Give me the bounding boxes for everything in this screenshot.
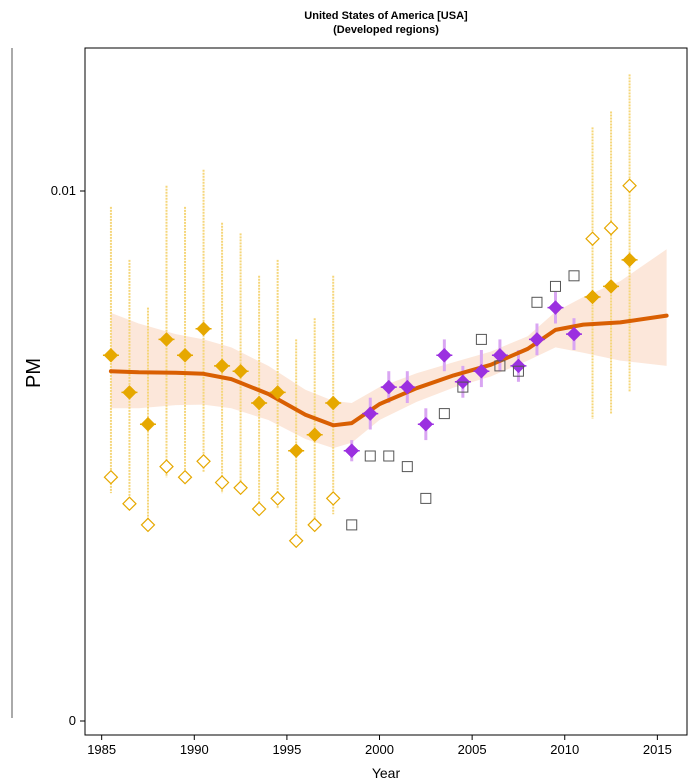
data-point-open xyxy=(122,496,137,512)
data-point-open xyxy=(196,453,211,469)
data-point-open xyxy=(270,491,285,506)
data-point xyxy=(474,363,489,379)
data-point xyxy=(177,347,193,363)
data-point xyxy=(622,252,637,268)
trend-confidence-band xyxy=(110,249,667,449)
data-point-square xyxy=(475,333,487,345)
data-point-open xyxy=(159,459,174,474)
data-point-square xyxy=(364,450,376,462)
x-axis-title: Year xyxy=(372,765,401,781)
data-point xyxy=(344,443,360,459)
x-tick-label: 2005 xyxy=(458,742,487,757)
data-point-square xyxy=(568,270,580,282)
confidence-band-layer xyxy=(110,249,667,449)
data-point-square xyxy=(549,280,561,292)
data-point xyxy=(399,379,415,395)
data-point xyxy=(103,347,119,363)
x-tick-label: 2000 xyxy=(365,742,394,757)
x-tick-label: 1995 xyxy=(272,742,301,757)
data-point-square xyxy=(512,365,524,377)
plot-panel-border xyxy=(84,47,688,736)
data-point-open xyxy=(307,517,323,533)
data-point xyxy=(566,326,582,342)
data-point-open xyxy=(140,517,156,533)
data-point xyxy=(251,395,267,411)
data-point-open xyxy=(603,220,619,236)
x-tick-label: 2010 xyxy=(550,742,579,757)
data-point-square xyxy=(494,360,506,372)
data-point-square xyxy=(383,450,395,462)
data-point-square xyxy=(420,492,432,504)
data-point xyxy=(418,416,434,432)
data-point xyxy=(492,347,508,363)
y-axis-title: PM xyxy=(23,358,45,388)
data-point xyxy=(140,416,156,432)
data-point xyxy=(548,300,563,315)
data-point xyxy=(307,427,323,443)
data-point-open xyxy=(251,501,267,517)
data-point-open xyxy=(288,533,304,549)
data-point-square xyxy=(346,519,358,531)
y-tick-label: 0 xyxy=(69,713,76,728)
data-point-open xyxy=(585,231,600,247)
data-point xyxy=(362,406,378,421)
data-point-open xyxy=(233,480,248,496)
chart-subtitle: (Developed regions) xyxy=(333,24,439,36)
x-tick-label: 1990 xyxy=(180,742,209,757)
data-point xyxy=(122,385,137,400)
data-point xyxy=(270,385,285,400)
x-tick-label: 2015 xyxy=(643,742,672,757)
chart-title: United States of America [USA] xyxy=(304,10,468,22)
data-point-open xyxy=(103,469,119,485)
axis-layer: 1985 1990 1995 2000 2005 2010 2015 0 0.01 xyxy=(51,47,688,757)
data-point-square xyxy=(457,381,469,393)
data-point xyxy=(196,321,211,337)
data-point xyxy=(529,332,545,347)
data-point xyxy=(288,443,304,459)
data-point-open xyxy=(177,469,193,485)
data-point-open xyxy=(622,178,637,194)
data-point-square xyxy=(531,296,543,308)
data-point xyxy=(381,379,397,395)
data-point xyxy=(325,395,341,411)
data-point-open xyxy=(325,491,341,506)
data-point xyxy=(585,289,600,305)
data-point xyxy=(159,332,174,347)
x-tick-label: 1985 xyxy=(87,742,116,757)
data-point-square xyxy=(438,408,450,420)
data-point xyxy=(214,358,230,374)
data-point-square xyxy=(401,461,413,473)
data-point xyxy=(603,279,619,294)
data-point xyxy=(436,347,452,363)
point-layer xyxy=(102,178,638,549)
data-point-open xyxy=(214,475,230,490)
data-point xyxy=(233,363,248,379)
y-tick-label: 0.01 xyxy=(51,183,76,198)
